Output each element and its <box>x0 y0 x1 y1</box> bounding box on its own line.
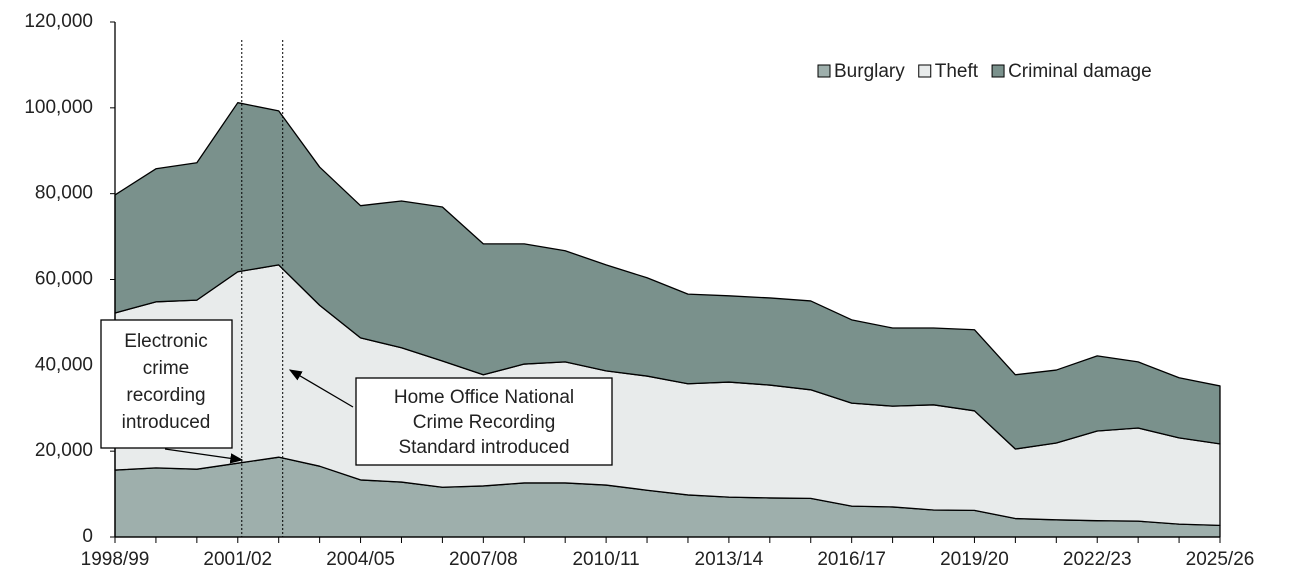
x-tick-label: 2010/11 <box>572 549 639 570</box>
x-tick-label: 2025/26 <box>1186 549 1255 570</box>
y-tick-label: 80,000 <box>35 183 93 204</box>
x-tick-label: 2019/20 <box>940 549 1009 570</box>
annotation-box <box>355 377 613 466</box>
area <box>114 102 1221 450</box>
x-tick-label: 2016/17 <box>817 549 886 570</box>
annotation-arrow <box>288 369 354 408</box>
y-tick-label: 20,000 <box>35 440 93 461</box>
y-tick-label: 60,000 <box>35 269 93 290</box>
x-tick-label: 2001/02 <box>203 549 272 570</box>
annotation-text: Electronic <box>124 331 207 352</box>
y-tick-label: 0 <box>82 526 93 547</box>
y-tick-label: 40,000 <box>35 354 93 375</box>
annotation-text: Home Office National <box>394 387 574 408</box>
y-tick-label: 120,000 <box>24 11 93 32</box>
annotation-text: Standard introduced <box>398 437 569 458</box>
annotation-arrow <box>164 448 244 464</box>
legend-label: Theft <box>935 61 979 82</box>
x-tick-label: 1998/99 <box>81 549 150 570</box>
x-tick-label: 2022/23 <box>1063 549 1132 570</box>
legend-swatch <box>991 64 1005 78</box>
x-tick-label: 2007/08 <box>449 549 518 570</box>
legend-label: Burglary <box>834 61 905 82</box>
legend-swatch <box>918 64 932 78</box>
x-tick-label: 2004/05 <box>326 549 395 570</box>
annotation-text: recording <box>126 385 205 406</box>
legend-swatch <box>817 64 831 78</box>
x-tick-label: 2013/14 <box>695 549 764 570</box>
legend-label: Criminal damage <box>1008 61 1152 82</box>
annotation-text: crime <box>143 358 189 379</box>
annotation-text: introduced <box>122 412 211 433</box>
annotation-text: Crime Recording <box>413 412 556 433</box>
y-tick-label: 100,000 <box>24 97 93 118</box>
annotation-box <box>100 319 233 449</box>
